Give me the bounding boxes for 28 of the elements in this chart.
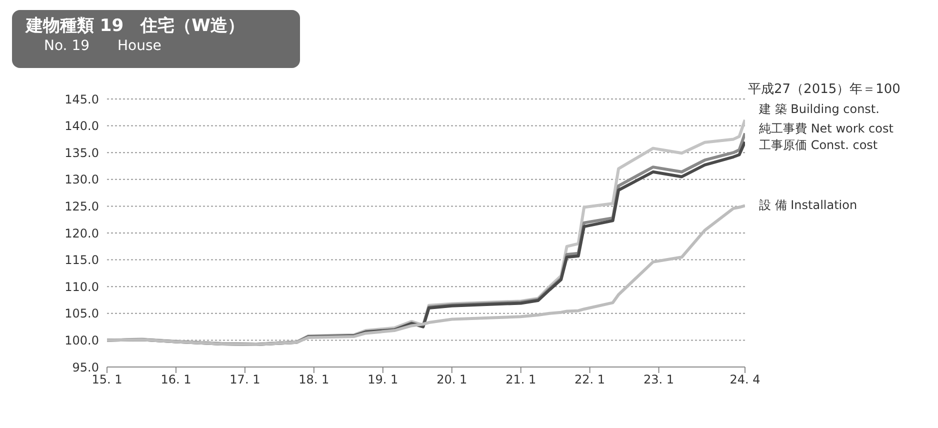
x-tick-label: 24. 4: [730, 372, 760, 387]
y-tick-label: 115.0: [64, 253, 99, 268]
y-tick-label: 140.0: [64, 119, 99, 134]
series-label: 設 備 Installation: [759, 198, 858, 212]
text: 平成27（2015）年＝100: [748, 81, 900, 98]
x-tick-label: 16. 1: [160, 372, 192, 387]
series-label: 工事原価 Const. cost: [759, 138, 878, 152]
chart-title: 建物種類 19 住宅（W造）: [26, 15, 246, 37]
x-tick-label: 22. 1: [574, 372, 606, 387]
y-tick-label: 95.0: [72, 360, 99, 374]
series-label: 純工事費 Net work cost: [759, 122, 894, 136]
y-tick-label: 125.0: [64, 199, 99, 214]
y-tick-label: 135.0: [64, 146, 99, 160]
chart-subtitle: No. 19 House: [44, 37, 162, 55]
y-tick-label: 110.0: [64, 280, 99, 294]
series-label: 建 築 Building const.: [758, 102, 880, 116]
x-tick-label: 15. 1: [92, 372, 122, 387]
x-tick-label: 18. 1: [298, 372, 330, 387]
x-tick-label: 23. 1: [644, 372, 674, 387]
y-tick-label: 145.0: [64, 92, 99, 106]
x-tick-label: 17. 1: [230, 372, 260, 387]
x-tick-label: 20. 1: [436, 372, 468, 387]
x-tick-label: 19. 1: [368, 372, 398, 387]
y-tick-label: 120.0: [64, 226, 99, 240]
x-tick-label: 21. 1: [506, 372, 536, 387]
y-tick-label: 130.0: [64, 172, 99, 187]
y-tick-label: 100.0: [64, 333, 99, 348]
y-tick-label: 105.0: [64, 306, 99, 321]
